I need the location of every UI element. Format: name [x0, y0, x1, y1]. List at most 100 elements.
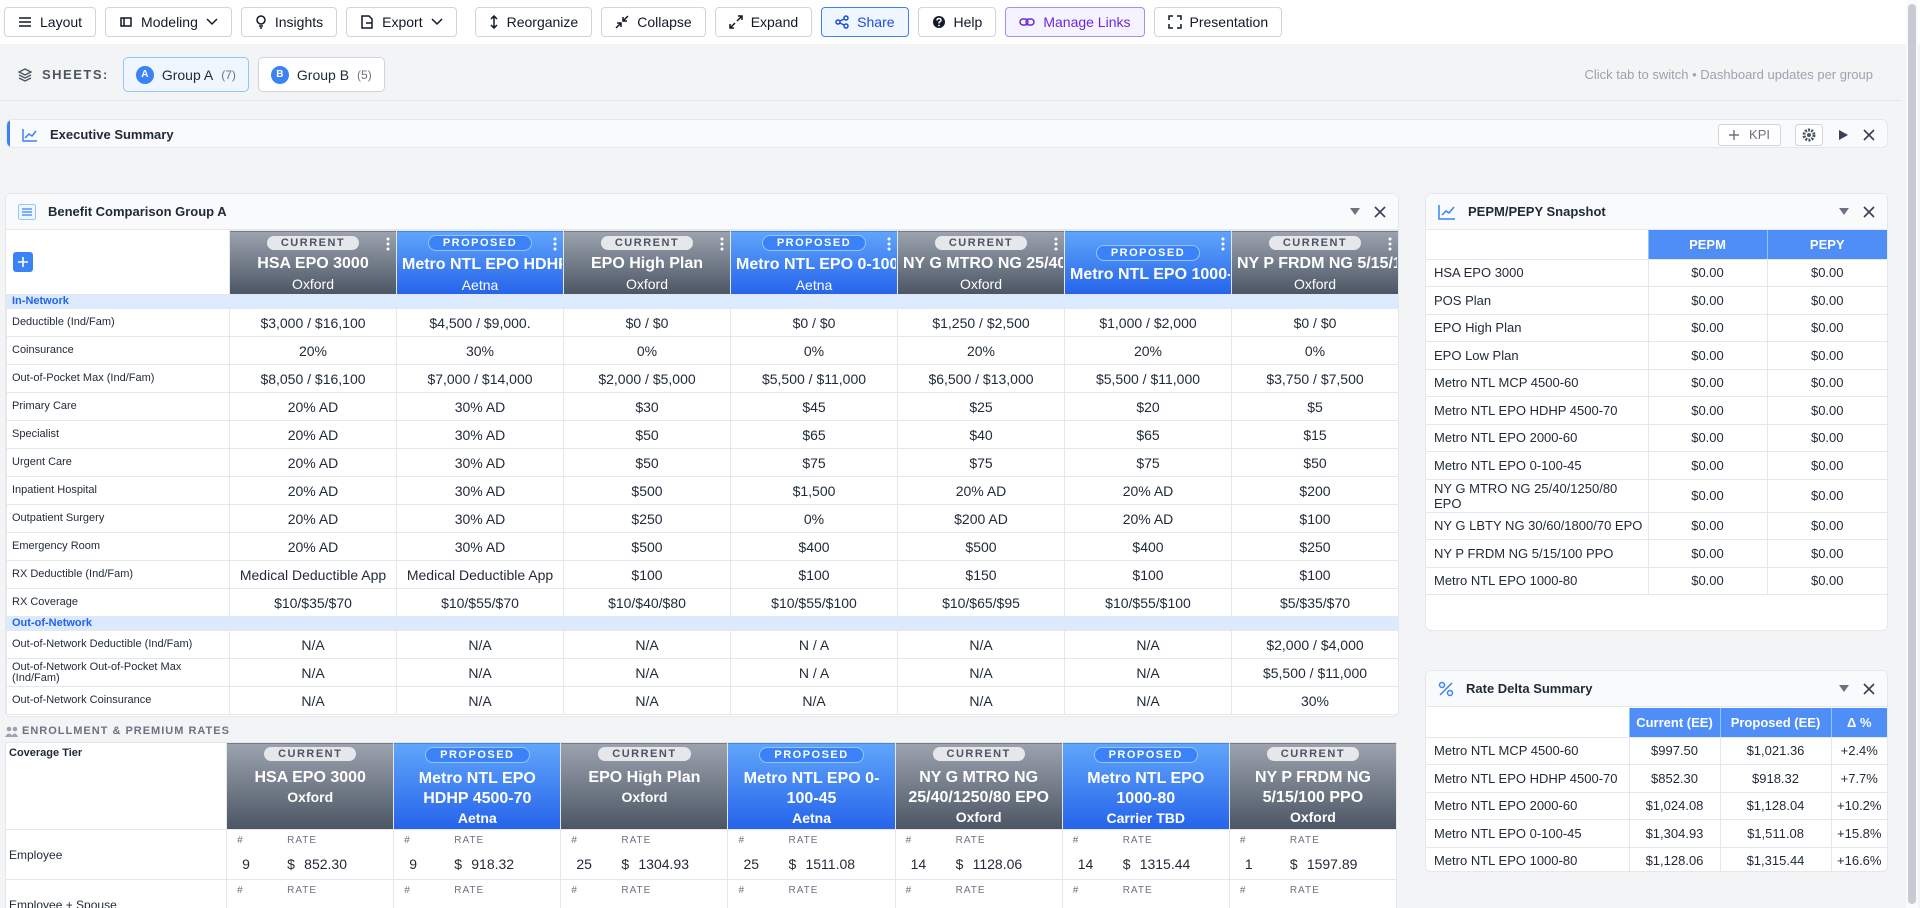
close-button[interactable] — [1863, 683, 1875, 695]
benefit-cell: N/A — [898, 687, 1065, 715]
toolbar-button[interactable]: Collapse — [601, 7, 705, 37]
pepm-value: $0.00 — [1648, 540, 1767, 568]
plan-header: CURRENTEPO High PlanOxford — [561, 743, 728, 830]
delta-row: Metro NTL MCP 4500-60$997.50$1,021.36+2.… — [1426, 737, 1887, 765]
column-menu[interactable] — [1221, 237, 1225, 251]
add-row-button[interactable] — [13, 252, 229, 272]
benefit-cell: $10/$40/$80 — [564, 589, 731, 617]
toolbar-button[interactable]: Modeling — [105, 7, 232, 37]
current-rate: $852.30 — [1629, 765, 1720, 793]
plan-name: EPO Low Plan — [1426, 342, 1648, 370]
benefit-cell: $400 — [731, 533, 898, 561]
button-icon — [119, 15, 133, 29]
enrollment-count[interactable]: 14 — [1078, 856, 1094, 872]
benefit-cell: $50 — [564, 421, 731, 449]
plan-name: Metro NTL EPO 1000-80 — [1426, 567, 1648, 595]
benefit-cell: $5,500 / $11,000 — [1232, 659, 1399, 687]
benefit-cell: $500 — [564, 477, 731, 505]
sheet-tab[interactable]: AGroup A(7) — [123, 57, 249, 92]
close-button[interactable] — [1863, 129, 1875, 141]
benefit-cell: $3,000 / $16,100 — [230, 309, 397, 337]
benefit-cell: 20% AD — [230, 505, 397, 533]
plan-header: CURRENTNY G MTRO NG 25/40Oxford — [898, 231, 1065, 295]
benefit-row: Inpatient Hospital20% AD30% AD$500$1,500… — [7, 477, 1399, 505]
panel-actions — [1839, 206, 1875, 218]
tier-cell: #RATE — [1062, 880, 1229, 908]
row-label: Primary Care — [7, 393, 230, 421]
toolbar-button[interactable]: Export — [346, 7, 456, 37]
enrollment-count[interactable]: 14 — [911, 856, 927, 872]
rate-label: RATE — [788, 835, 818, 846]
column-menu[interactable] — [386, 237, 390, 251]
rate-label: RATE — [1123, 835, 1153, 846]
sheet-tab[interactable]: BGroup B(5) — [258, 57, 385, 92]
close-button[interactable] — [1863, 206, 1875, 218]
rate-value[interactable]: 852.30 — [304, 856, 347, 872]
sheets-label: SHEETS: — [42, 67, 109, 82]
plan-name: Metro NTL EPO 1000- — [1066, 266, 1230, 284]
enrollment-count[interactable]: 25 — [743, 856, 759, 872]
count-label: # — [404, 835, 410, 846]
toolbar-button[interactable]: Insights — [241, 7, 337, 37]
pepy-value: $0.00 — [1767, 342, 1887, 370]
column-menu[interactable] — [1388, 237, 1392, 251]
delta-row: Metro NTL EPO HDHP 4500-70$852.30$918.32… — [1426, 765, 1887, 793]
rate-value[interactable]: 1304.93 — [638, 856, 689, 872]
benefit-row: RX Deductible (Ind/Fam)Medical Deductibl… — [7, 561, 1399, 589]
rate-label: RATE — [956, 885, 986, 896]
corner-cell — [1426, 230, 1648, 259]
benefit-cell: $5,500 / $11,000 — [731, 365, 898, 393]
settings-button[interactable] — [1795, 124, 1823, 146]
plan-name: Metro NTL EPO HDHP 4500-70 — [1426, 397, 1648, 425]
close-button[interactable] — [1374, 206, 1386, 218]
rate-value[interactable]: 1315.44 — [1140, 856, 1191, 872]
currency: $ — [621, 856, 629, 872]
toolbar-button[interactable]: Presentation — [1154, 7, 1283, 37]
rate-value[interactable]: 1597.89 — [1307, 856, 1358, 872]
plan-status: CURRENT — [601, 236, 693, 250]
panel-header: Rate Delta Summary — [1426, 671, 1887, 707]
benefit-cell: $0 / $0 — [731, 309, 898, 337]
toolbar-button[interactable]: Reorganize — [475, 7, 593, 37]
benefit-cell: 20% AD — [230, 421, 397, 449]
enrollment-count[interactable]: 25 — [576, 856, 592, 872]
rate-value[interactable]: 1128.06 — [973, 856, 1023, 872]
benefit-cell: N/A — [564, 659, 731, 687]
benefit-row: Out-of-Network Out-of-Pocket Max (Ind/Fa… — [7, 659, 1399, 687]
kpi-button[interactable]: KPI — [1718, 124, 1781, 146]
enrollment-count[interactable]: 9 — [242, 856, 250, 872]
rate-value[interactable]: 918.32 — [471, 856, 514, 872]
pepm-value: $0.00 — [1648, 342, 1767, 370]
enrollment-count[interactable]: 1 — [1245, 856, 1253, 872]
currency: $ — [1290, 856, 1298, 872]
tier-row: Employee#RATE9$852.30#RATE9$918.32#RATE2… — [6, 830, 1397, 880]
column-menu[interactable] — [1054, 237, 1058, 251]
plan-status: PROPOSED — [762, 235, 866, 251]
corner-cell: Coverage Tier — [6, 743, 227, 830]
toolbar-button[interactable]: Layout — [4, 7, 96, 37]
button-icon — [18, 16, 32, 28]
rate-value[interactable]: 1511.08 — [805, 856, 855, 872]
benefit-row: Out-of-Pocket Max (Ind/Fam)$8,050 / $16,… — [7, 365, 1399, 393]
currency: $ — [287, 856, 295, 872]
collapse-button[interactable] — [1839, 685, 1849, 693]
enrollment-section: ENROLLMENT & PREMIUM RATES Coverage Tier… — [5, 724, 1399, 908]
column-menu[interactable] — [553, 237, 557, 251]
toolbar-button[interactable]: Help — [918, 7, 997, 37]
collapse-button[interactable] — [1839, 208, 1849, 216]
benefit-cell: $45 — [731, 393, 898, 421]
benefit-cell: $2,000 / $5,000 — [564, 365, 731, 393]
scrollbar[interactable] — [1906, 0, 1918, 908]
rate-label: RATE — [621, 835, 651, 846]
dropdown-chevron — [431, 18, 443, 26]
toolbar-button[interactable]: Share — [821, 7, 908, 37]
play-button[interactable] — [1837, 129, 1849, 141]
column-menu[interactable] — [887, 237, 891, 251]
collapse-button[interactable] — [1350, 208, 1360, 216]
toolbar-button[interactable]: Expand — [715, 7, 812, 37]
toolbar-button[interactable]: Manage Links — [1005, 7, 1144, 37]
enrollment-count[interactable]: 9 — [409, 856, 417, 872]
benefit-cell: N/A — [898, 659, 1065, 687]
sheets-icon — [18, 68, 32, 82]
column-menu[interactable] — [720, 237, 724, 251]
